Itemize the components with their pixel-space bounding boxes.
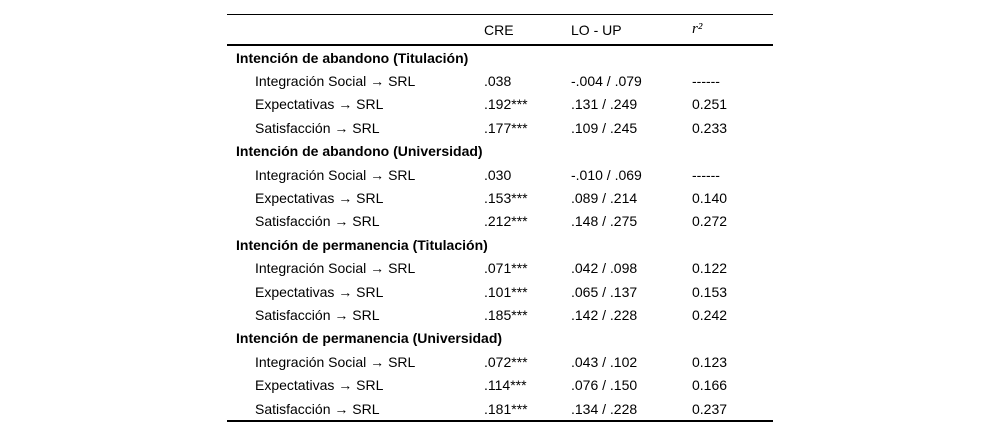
table-row: Satisfacción → SRL .185*** .142 / .228 0… — [227, 303, 773, 326]
path-label: Expectativas → SRL — [255, 283, 384, 300]
table-row: Expectativas → SRL .153*** .089 / .214 0… — [227, 186, 773, 209]
table-header-row: CRE LO - UP r² — [227, 14, 773, 46]
path-label: Satisfacción → SRL — [255, 213, 380, 230]
header-r-squared: r² — [692, 21, 703, 37]
header-cre: CRE — [484, 21, 514, 38]
cell-lo-up: -.010 / .069 — [571, 166, 642, 183]
cell-lo-up: .131 / .249 — [571, 96, 638, 113]
cell-lo-up: .043 / .102 — [571, 353, 638, 370]
cell-lo-up: .042 / .098 — [571, 260, 638, 277]
path-label: Expectativas → SRL — [255, 377, 384, 394]
cell-cre: .030 — [484, 166, 512, 183]
path-label: Integración Social → SRL — [255, 353, 416, 370]
cell-cre: .071*** — [484, 260, 528, 277]
cell-cre: .181*** — [484, 400, 528, 417]
table-row: Integración Social → SRL .071*** .042 / … — [227, 257, 773, 280]
path-label: Satisfacción → SRL — [255, 400, 380, 417]
cell-r-squared: 0.153 — [692, 283, 728, 300]
path-label: Integración Social → SRL — [255, 166, 416, 183]
cell-cre: .177*** — [484, 119, 528, 136]
table-body: Intención de abandono (Titulación) Integ… — [227, 46, 773, 423]
cell-cre: .038 — [484, 73, 512, 90]
cell-r-squared: 0.122 — [692, 260, 728, 277]
path-label: Integración Social → SRL — [255, 260, 416, 277]
cell-cre: .212*** — [484, 213, 528, 230]
table-row: Integración Social → SRL .038 -.004 / .0… — [227, 69, 773, 92]
table-row: Expectativas → SRL .192*** .131 / .249 0… — [227, 93, 773, 116]
section-title: Intención de abandono (Universidad) — [236, 143, 483, 160]
path-label: Satisfacción → SRL — [255, 306, 380, 323]
cell-cre: .192*** — [484, 96, 528, 113]
cell-cre: .185*** — [484, 306, 528, 323]
cell-lo-up: .148 / .275 — [571, 213, 638, 230]
cell-r-squared: 0.272 — [692, 213, 728, 230]
cell-lo-up: -.004 / .079 — [571, 73, 642, 90]
table-row: Integración Social → SRL .030 -.010 / .0… — [227, 163, 773, 186]
cell-lo-up: .065 / .137 — [571, 283, 638, 300]
cell-lo-up: .142 / .228 — [571, 306, 638, 323]
cell-r-squared: ------ — [692, 166, 720, 183]
cell-cre: .114*** — [484, 377, 527, 394]
cell-r-squared: 0.251 — [692, 96, 728, 113]
table-row: Expectativas → SRL .101*** .065 / .137 0… — [227, 280, 773, 303]
cell-cre: .153*** — [484, 190, 528, 207]
cell-r-squared: 0.237 — [692, 400, 728, 417]
results-table: CRE LO - UP r² Intención de abandono (Ti… — [227, 14, 773, 423]
cell-cre: .072*** — [484, 353, 528, 370]
path-label: Satisfacción → SRL — [255, 119, 380, 136]
cell-lo-up: .134 / .228 — [571, 400, 638, 417]
cell-lo-up: .109 / .245 — [571, 119, 638, 136]
cell-cre: .101*** — [484, 283, 528, 300]
path-label: Integración Social → SRL — [255, 73, 416, 90]
table-row: Satisfacción → SRL .181*** .134 / .228 0… — [227, 397, 773, 420]
header-lo-up: LO - UP — [571, 21, 622, 38]
cell-r-squared: 0.233 — [692, 119, 728, 136]
section-title: Intención de permanencia (Universidad) — [236, 330, 503, 347]
table-row: Integración Social → SRL .072*** .043 / … — [227, 350, 773, 373]
section-title: Intención de permanencia (Titulación) — [236, 236, 488, 253]
section-title: Intención de abandono (Titulación) — [236, 49, 469, 66]
table-row: Expectativas → SRL .114*** .076 / .150 0… — [227, 373, 773, 396]
cell-r-squared: 0.242 — [692, 306, 728, 323]
cell-lo-up: .089 / .214 — [571, 190, 638, 207]
path-label: Expectativas → SRL — [255, 190, 384, 207]
table-row: Satisfacción → SRL .177*** .109 / .245 0… — [227, 116, 773, 139]
table-row: Satisfacción → SRL .212*** .148 / .275 0… — [227, 210, 773, 233]
cell-r-squared: 0.140 — [692, 190, 728, 207]
cell-r-squared: ------ — [692, 73, 720, 90]
path-label: Expectativas → SRL — [255, 96, 384, 113]
cell-lo-up: .076 / .150 — [571, 377, 638, 394]
cell-r-squared: 0.166 — [692, 377, 728, 394]
cell-r-squared: 0.123 — [692, 353, 728, 370]
